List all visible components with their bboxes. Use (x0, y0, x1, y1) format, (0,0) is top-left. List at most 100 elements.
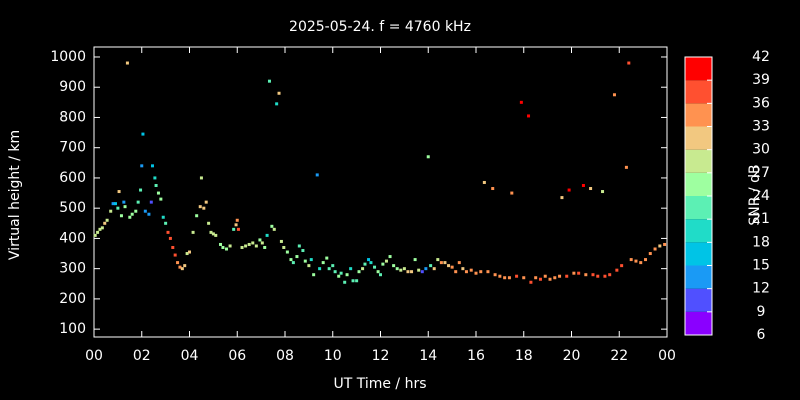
data-point (498, 274, 502, 278)
data-point (297, 244, 301, 248)
y-axis-label: Virtual height / km (7, 130, 23, 260)
data-point (141, 132, 145, 136)
chart-title: 2025-05-24. f = 4760 kHz (289, 19, 471, 35)
data-point (507, 276, 511, 280)
data-point (180, 267, 184, 271)
data-point (653, 247, 657, 251)
data-point (291, 261, 295, 265)
data-point (447, 264, 451, 268)
data-point (234, 223, 238, 227)
data-point (211, 232, 215, 236)
colorbar-tick-label: 24 (752, 188, 770, 204)
x-tick-label: 00 (658, 348, 676, 364)
data-point (591, 273, 595, 277)
colorbar-tick-label: 30 (752, 142, 770, 158)
data-point (198, 205, 202, 209)
data-point (615, 268, 619, 272)
data-point (457, 261, 461, 265)
data-point (361, 267, 365, 271)
data-point (232, 227, 236, 231)
data-point (251, 241, 255, 245)
data-point (503, 276, 507, 280)
data-point (381, 262, 385, 266)
data-point (479, 270, 483, 274)
data-point (153, 176, 157, 180)
data-point (188, 250, 191, 254)
data-point (376, 270, 380, 274)
data-point (395, 267, 399, 271)
data-point (117, 190, 121, 194)
data-point (417, 268, 421, 272)
colorbar-label: SNR / dB (747, 164, 763, 225)
data-point (461, 267, 465, 271)
x-tick-label: 10 (324, 348, 342, 364)
data-point (565, 274, 569, 278)
data-point (367, 258, 371, 262)
data-point (663, 242, 667, 246)
x-tick-label: 14 (419, 348, 437, 364)
data-point (534, 276, 538, 280)
data-point (327, 267, 331, 271)
data-point (312, 273, 316, 277)
y-tick-label: 1000 (50, 49, 86, 65)
data-point (166, 230, 170, 234)
data-point (147, 212, 151, 216)
data-point (113, 202, 117, 206)
data-point (493, 273, 497, 277)
data-point (285, 250, 289, 254)
data-point (235, 218, 239, 222)
data-point (236, 227, 240, 231)
data-point (426, 155, 430, 159)
data-point (443, 261, 447, 265)
data-point (263, 245, 267, 249)
colorbar-bin (685, 172, 712, 196)
y-tick-label: 100 (59, 321, 86, 337)
x-tick-label: 06 (228, 348, 246, 364)
data-point (191, 230, 195, 234)
data-point (620, 264, 624, 268)
data-point (406, 270, 410, 274)
data-point (413, 258, 417, 262)
data-point (228, 244, 232, 248)
data-point (658, 244, 662, 248)
data-point (254, 244, 258, 248)
y-tick-label: 200 (59, 291, 86, 307)
data-point (125, 61, 129, 65)
data-point (634, 259, 638, 263)
data-point (510, 191, 514, 195)
data-point (373, 265, 377, 269)
data-point (156, 191, 160, 195)
data-point (209, 230, 213, 234)
data-point (357, 270, 361, 274)
data-point (402, 267, 406, 271)
data-point (627, 61, 631, 65)
data-point (168, 236, 172, 240)
x-tick-label: 18 (515, 348, 533, 364)
data-point (432, 267, 436, 271)
x-tick-label: 16 (467, 348, 485, 364)
x-tick-label: 22 (610, 348, 628, 364)
colorbar-tick-label: 12 (752, 281, 770, 297)
data-point (244, 244, 248, 248)
data-point (363, 262, 367, 266)
y-tick-label: 800 (59, 109, 86, 125)
data-point (325, 256, 329, 260)
y-tick-label: 400 (59, 230, 86, 246)
data-point (436, 258, 440, 262)
plot-frame (93, 46, 668, 338)
data-point (171, 245, 175, 249)
x-tick-label: 00 (85, 348, 103, 364)
data-point (410, 270, 414, 274)
data-point (202, 206, 206, 210)
data-point (105, 218, 109, 222)
data-point (109, 209, 113, 213)
colorbar-bin (685, 311, 712, 335)
data-point (519, 100, 523, 104)
data-point (275, 102, 279, 106)
data-point (596, 274, 600, 278)
data-point (214, 233, 218, 237)
data-point (491, 187, 495, 191)
data-point (295, 255, 299, 259)
data-point (527, 114, 531, 118)
